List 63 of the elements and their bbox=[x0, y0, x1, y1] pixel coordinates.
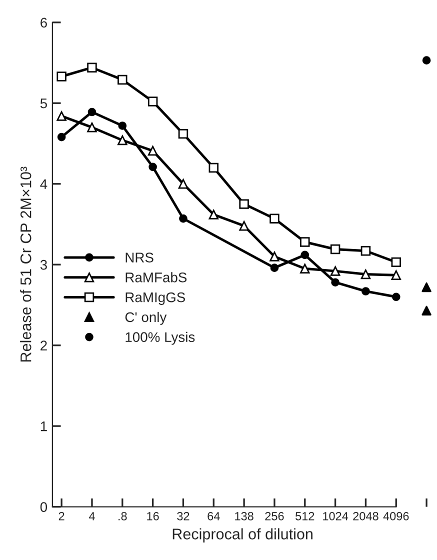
point bbox=[56, 111, 66, 121]
legend-label: C' only bbox=[125, 312, 167, 325]
point bbox=[391, 270, 401, 280]
x-tick-label: 4 bbox=[88, 512, 95, 520]
x-tick-label: 256 bbox=[265, 512, 284, 520]
point bbox=[330, 266, 340, 276]
point bbox=[362, 287, 370, 296]
x-axis-title: Reciprocal of dilution bbox=[172, 528, 312, 542]
y-axis-title: Release of 51 Cr CP 2M×10³ bbox=[20, 166, 32, 362]
point bbox=[87, 62, 97, 72]
point bbox=[330, 244, 340, 254]
point bbox=[392, 292, 400, 302]
point bbox=[208, 162, 218, 173]
x-tick-label: .8 bbox=[118, 512, 127, 520]
legend-label: NRS bbox=[126, 252, 154, 262]
point bbox=[118, 122, 127, 130]
x-tick-label: 138 bbox=[235, 512, 254, 520]
legend-label: RaMFabS bbox=[126, 272, 187, 282]
y-tick-label: 5 bbox=[40, 98, 47, 108]
point bbox=[87, 122, 97, 132]
point bbox=[300, 237, 310, 247]
x-tick-label: 32 bbox=[177, 512, 190, 520]
point bbox=[270, 264, 279, 272]
point bbox=[148, 162, 157, 172]
point bbox=[148, 96, 158, 106]
x-tick-label: 64 bbox=[208, 512, 220, 520]
point bbox=[422, 56, 431, 65]
x-tick-label: 1024 bbox=[323, 512, 348, 520]
y-tick-label: 6 bbox=[40, 18, 47, 28]
x-tick-label: 512 bbox=[296, 512, 314, 520]
point bbox=[208, 210, 218, 220]
point bbox=[300, 264, 310, 274]
y-tick-label: 2 bbox=[40, 340, 47, 350]
point bbox=[148, 146, 158, 156]
point bbox=[179, 214, 188, 223]
point bbox=[118, 135, 128, 146]
point bbox=[239, 199, 249, 209]
point bbox=[239, 220, 249, 231]
point bbox=[422, 306, 432, 316]
point bbox=[56, 72, 66, 82]
legend-label: 100% Lysis bbox=[126, 332, 195, 345]
x-tick-label: 4096 bbox=[383, 512, 409, 520]
x-tick-label: 16 bbox=[147, 512, 159, 520]
point bbox=[270, 214, 280, 224]
y-tick-label: 1 bbox=[40, 422, 47, 432]
point bbox=[360, 246, 371, 256]
point bbox=[178, 128, 188, 139]
point bbox=[270, 252, 280, 262]
x-tick-label: 2 bbox=[58, 512, 64, 520]
point bbox=[88, 108, 96, 116]
legend-label: RaMIgGS bbox=[126, 292, 185, 305]
point bbox=[118, 74, 128, 85]
y-tick-label: 4 bbox=[40, 179, 48, 189]
point bbox=[391, 257, 401, 268]
point bbox=[360, 269, 371, 280]
point bbox=[178, 179, 188, 189]
point bbox=[422, 282, 432, 292]
x-tick-label: 2048 bbox=[353, 512, 378, 520]
y-tick-label: 3 bbox=[40, 260, 47, 270]
point bbox=[331, 278, 340, 287]
y-tick-label: 0 bbox=[40, 502, 48, 512]
point bbox=[57, 132, 66, 142]
point bbox=[300, 250, 310, 260]
